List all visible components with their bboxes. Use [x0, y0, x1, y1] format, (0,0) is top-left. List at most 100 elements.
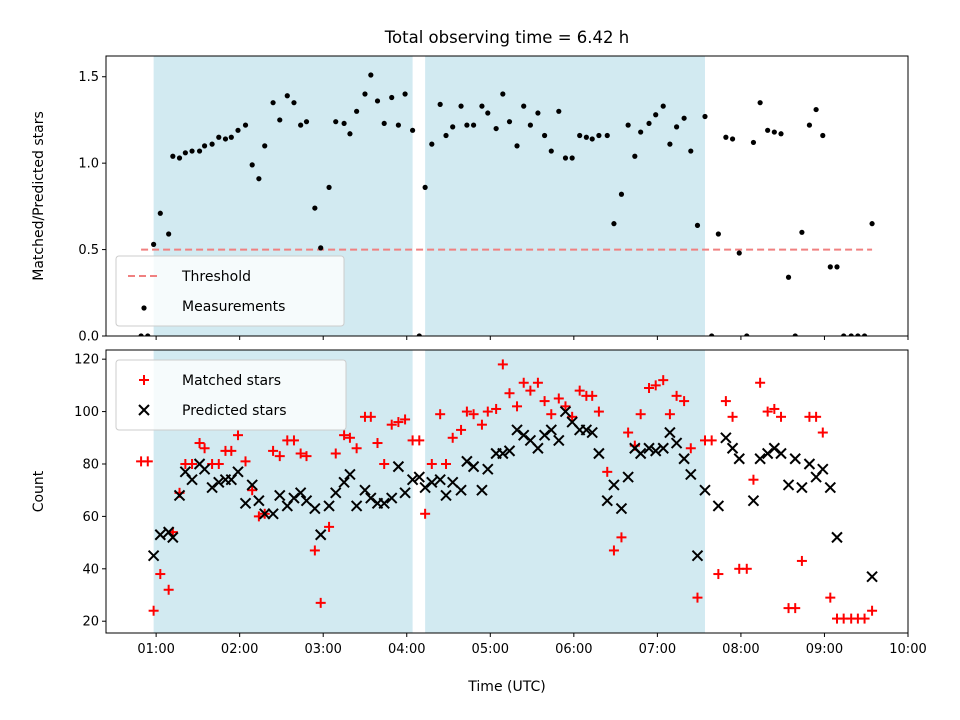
- legend-marker-matched: [139, 375, 149, 385]
- predicted-star-marker: [198, 463, 211, 475]
- measurement-point: [589, 136, 595, 142]
- predicted-star-marker: [817, 463, 829, 475]
- matched-star-marker: [163, 584, 174, 595]
- measurement-point: [209, 141, 215, 147]
- predicted-star-marker: [601, 494, 613, 507]
- matched-star-marker: [295, 448, 306, 459]
- measurement-point: [318, 245, 324, 251]
- measurement-point: [222, 136, 229, 142]
- top-panel-ratio: 0.0 0.5 1.0 1.5 Matched/Predicted stars Thres…: [31, 55, 909, 345]
- predicted-star-marker: [246, 479, 258, 491]
- predicted-star-marker: [359, 484, 371, 496]
- predicted-star-marker: [167, 531, 179, 544]
- predicted-star-marker: [720, 432, 732, 444]
- matched-star-marker: [671, 390, 682, 401]
- predicted-star-marker: [440, 489, 452, 502]
- matched-star-marker: [796, 555, 807, 566]
- predicted-star-marker: [545, 424, 557, 436]
- y-axis-label: Count: [31, 470, 47, 512]
- measurement-point: [182, 150, 188, 156]
- measurement-point: [395, 122, 401, 128]
- predicted-star-marker: [789, 453, 801, 465]
- measurement-point: [216, 134, 222, 140]
- matched-star-marker: [546, 409, 557, 420]
- measurement-point: [196, 148, 203, 154]
- matched-star-marker: [447, 432, 458, 443]
- measurement-point: [848, 333, 854, 336]
- measurement-point: [249, 162, 255, 168]
- measurement-point: [464, 122, 470, 128]
- matched-star-marker: [461, 406, 472, 417]
- predicted-star-marker: [259, 508, 271, 520]
- measurement-point: [660, 103, 666, 109]
- matched-star-marker: [330, 448, 341, 459]
- measurement-point: [354, 108, 360, 114]
- matched-star-marker: [232, 430, 243, 441]
- predicted-star-marker: [206, 481, 218, 494]
- legend: Matched stars Predicted stars: [115, 359, 347, 431]
- measurement-point: [422, 184, 428, 190]
- predicted-star-marker: [232, 466, 244, 478]
- measurement-point: [256, 176, 262, 182]
- measurement-point: [416, 333, 422, 336]
- measurement-point: [381, 120, 387, 127]
- measurement-point: [312, 205, 318, 211]
- measurement-point: [765, 127, 771, 133]
- measurement-point: [820, 132, 826, 139]
- predicted-star-marker: [803, 458, 816, 470]
- y-tick-label: 20: [82, 615, 99, 630]
- matched-star-marker: [456, 424, 467, 435]
- measurement-point: [618, 191, 625, 197]
- measurement-point: [596, 132, 602, 139]
- matched-star-marker: [240, 456, 251, 467]
- measurement-point: [470, 122, 477, 128]
- matched-star-marker: [706, 435, 717, 446]
- measurement-point: [688, 148, 694, 154]
- y-tick-label: 1.0: [78, 157, 99, 172]
- matched-star-marker: [593, 406, 604, 417]
- measurement-point: [681, 115, 687, 121]
- measurement-point: [827, 264, 833, 270]
- matched-star-marker: [365, 411, 376, 422]
- predicted-star-marker: [593, 447, 605, 460]
- matched-star-marker: [324, 521, 335, 532]
- matched-star-marker: [574, 385, 585, 396]
- predicted-star-marker: [344, 468, 356, 481]
- matched-star-marker: [199, 443, 210, 454]
- matched-star-marker: [713, 569, 724, 580]
- matched-star-marker: [441, 458, 452, 469]
- measurement-point: [785, 274, 792, 280]
- legend-marker-measurements: [141, 305, 147, 311]
- matched-star-marker: [226, 445, 237, 456]
- matched-star-marker: [274, 451, 285, 462]
- measurement-point: [757, 100, 763, 106]
- predicted-star-marker: [253, 494, 265, 507]
- matched-star-marker: [859, 613, 870, 624]
- matched-star-marker: [587, 390, 598, 401]
- matched-star-marker: [776, 411, 787, 422]
- measurement-point: [437, 101, 443, 107]
- measurement-point: [242, 122, 249, 128]
- x-tick-label: 05:00: [472, 642, 509, 657]
- matched-star-marker: [268, 445, 279, 456]
- predicted-star-marker: [338, 476, 350, 489]
- matched-star-marker: [644, 382, 655, 393]
- measurement-point: [541, 132, 548, 139]
- measurement-point: [646, 120, 652, 127]
- measurement-point: [151, 241, 157, 247]
- matched-star-marker: [811, 411, 822, 422]
- matched-star-marker: [247, 485, 258, 496]
- measurement-point: [778, 131, 784, 137]
- predicted-star-marker: [186, 474, 198, 486]
- measurement-point: [834, 264, 840, 270]
- predicted-star-marker: [482, 463, 494, 475]
- measurement-point: [402, 91, 408, 97]
- predicted-star-marker: [824, 481, 837, 494]
- predicted-star-marker: [378, 497, 390, 509]
- matched-star-marker: [194, 438, 205, 449]
- predicted-star-marker: [147, 549, 160, 562]
- measurement-point: [450, 124, 456, 130]
- predicted-star-marker: [213, 476, 225, 489]
- measurement-point: [303, 119, 310, 125]
